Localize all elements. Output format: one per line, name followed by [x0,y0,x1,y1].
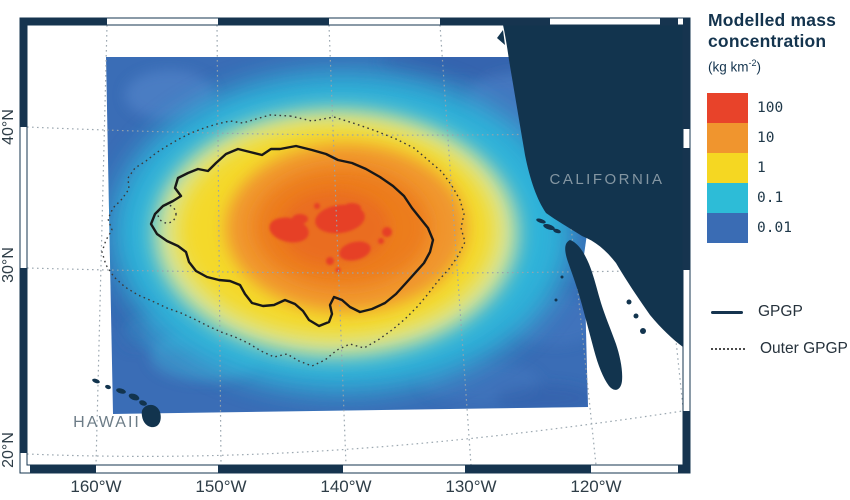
california-label: CALIFORNIA [549,171,664,188]
legend-units: (kg km-2) [708,58,761,75]
x-tick-120w: 120°W [570,477,621,496]
legend-title-line2: concentration [708,31,827,52]
swatch-0.01 [707,213,748,243]
baja-peninsula [565,240,623,390]
red-core-blobs [269,203,392,273]
swatch-10 [707,123,748,153]
legend-units-prefix: (kg km [708,59,749,75]
hawaii-islands [92,378,161,428]
gpgp-contour [149,144,435,328]
gpgp-label: GPGP [758,303,803,320]
y-tick-40n: 40°N [0,109,17,145]
legend-units-exponent: -2 [748,58,757,68]
y-axis-labels: 40°N 30°N 20°N [0,109,17,468]
landmass [92,25,683,428]
outer-gpgp-contour [101,114,466,367]
legend-title: Modelled mass concentration [708,10,850,53]
hawaii-label: HAWAII [73,414,141,431]
california-land [503,25,683,347]
scale-label-0.1: 0.1 [757,190,784,206]
x-tick-160w: 160°W [70,477,121,496]
x-axis-labels: 160°W 150°W 140°W 130°W 120°W [70,477,621,496]
scale-label-1: 1 [757,160,766,176]
x-tick-150w: 150°W [195,477,246,496]
legend-outer-gpgp-row: Outer GPGP [711,340,848,358]
legend-scale-labels: 100 10 1 0.1 0.01 [757,93,827,243]
swatch-1 [707,153,748,183]
map-frame [19,17,691,474]
swatch-0.1 [707,183,748,213]
outer-gpgp-label: Outer GPGP [760,340,848,357]
y-tick-20n: 20°N [0,432,17,468]
swatch-100 [707,93,748,123]
scale-label-10: 10 [757,130,775,146]
legend-title-line1: Modelled mass [708,10,837,30]
outer-gpgp-line-sample [711,348,745,350]
scale-label-100: 100 [757,100,784,116]
legend-color-scale [707,93,748,243]
legend-units-suffix: ) [756,59,762,75]
legend-gpgp-row: GPGP [711,303,803,321]
gpgp-line-sample [711,310,743,314]
x-tick-140w: 140°W [320,477,371,496]
y-tick-30n: 30°N [0,247,17,283]
x-tick-130w: 130°W [445,477,496,496]
scale-label-0.01: 0.01 [757,220,792,236]
